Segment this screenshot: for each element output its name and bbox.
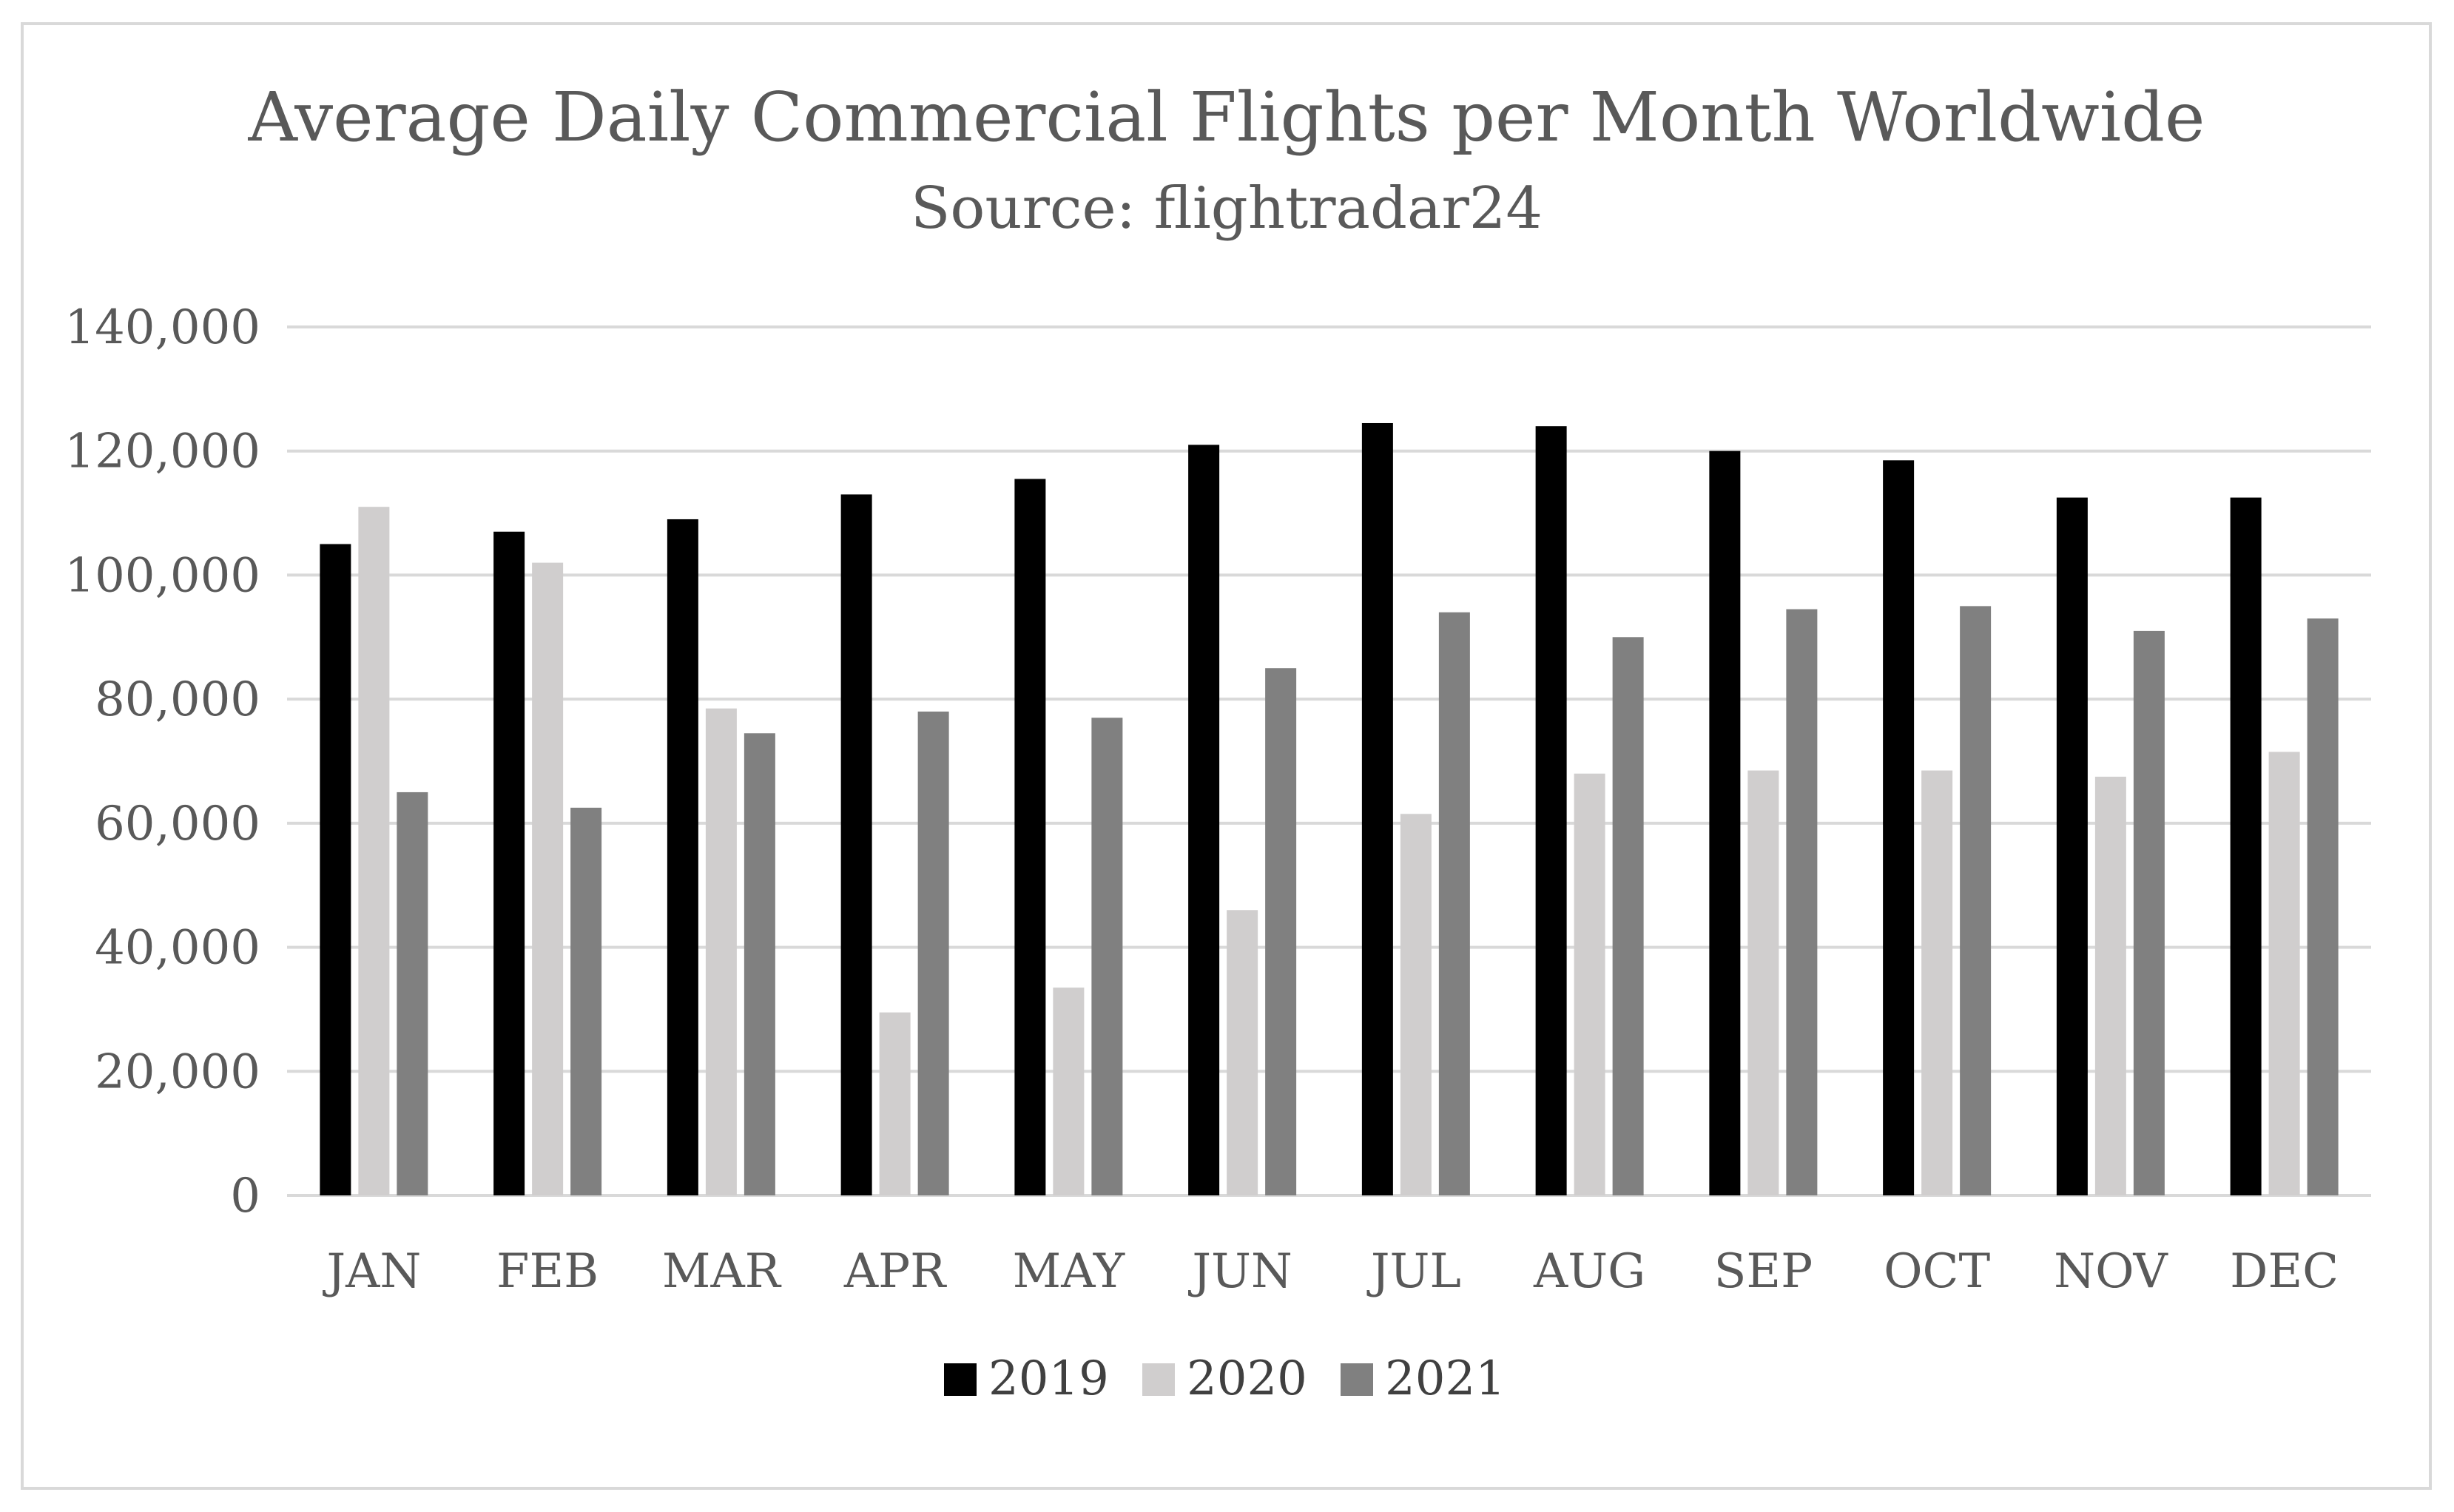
legend-swatch-2019: [944, 1363, 977, 1396]
legend: 2019 2020 2021: [944, 1351, 1506, 1406]
y-tick-label: 100,000: [64, 548, 260, 603]
bar-2020-oct: [1921, 770, 1953, 1195]
bar-2021-aug: [1612, 637, 1644, 1195]
y-tick-label: 20,000: [95, 1044, 260, 1099]
bar-2021-jan: [397, 792, 428, 1195]
bar-2019-jan: [320, 544, 351, 1195]
y-tick-label: 40,000: [95, 921, 260, 976]
bar-2020-aug: [1574, 773, 1605, 1195]
x-tick-label: JAN: [322, 1244, 421, 1299]
bar-2019-mar: [667, 519, 698, 1195]
bar-2021-feb: [570, 807, 602, 1195]
y-tick-label: 0: [230, 1169, 260, 1224]
x-tick-label: DEC: [2230, 1244, 2339, 1299]
bar-2019-aug: [1535, 426, 1567, 1196]
bar-2020-feb: [532, 562, 564, 1195]
bars: [320, 422, 2339, 1196]
bar-2019-oct: [1883, 460, 1915, 1195]
bar-2019-may: [1014, 479, 1046, 1195]
x-axis-ticks: JAN FEB MAR APR MAY JUN JUL AUG SEP OCT NOV DEC: [322, 1244, 2339, 1299]
bar-2019-jul: [1361, 422, 1393, 1196]
x-tick-label: FEB: [496, 1244, 599, 1299]
bar-2019-nov: [2056, 497, 2088, 1195]
bar-2020-jun: [1227, 910, 1258, 1195]
x-tick-label: SEP: [1714, 1244, 1813, 1299]
bar-2020-nov: [2094, 776, 2126, 1195]
x-tick-label: NOV: [2054, 1244, 2168, 1299]
bar-2021-oct: [1960, 606, 1992, 1195]
bar-2021-may: [1091, 718, 1123, 1195]
x-tick-label: JUN: [1187, 1244, 1292, 1299]
chart-frame: [21, 22, 2432, 1490]
bar-2020-jan: [358, 507, 390, 1195]
bar-2021-dec: [2307, 618, 2339, 1195]
bar-2021-apr: [917, 711, 949, 1195]
x-tick-label: APR: [843, 1244, 947, 1299]
bar-2019-feb: [493, 531, 525, 1195]
y-tick-label: 120,000: [64, 425, 260, 479]
bar-2019-dec: [2230, 497, 2262, 1195]
x-tick-label: MAR: [662, 1244, 782, 1299]
bar-2020-dec: [2268, 752, 2300, 1195]
bar-2021-sep: [1786, 609, 1818, 1195]
x-tick-label: JUL: [1366, 1244, 1461, 1299]
x-tick-label: OCT: [1884, 1244, 1990, 1299]
legend-label-2021: 2021: [1385, 1351, 1506, 1406]
legend-swatch-2020: [1142, 1363, 1175, 1396]
bar-2021-jun: [1265, 668, 1297, 1195]
chart-title: Average Daily Commercial Flights per Mon…: [248, 78, 2205, 157]
y-tick-label: 80,000: [95, 672, 260, 727]
legend-swatch-2021: [1341, 1363, 1373, 1396]
legend-label-2019: 2019: [988, 1351, 1109, 1406]
bar-2020-sep: [1747, 770, 1779, 1195]
bar-2020-jul: [1400, 814, 1432, 1195]
bar-2020-mar: [705, 708, 737, 1195]
chart-subtitle: Source: flightradar24: [911, 175, 1543, 242]
legend-label-2020: 2020: [1187, 1351, 1307, 1406]
bar-2021-mar: [744, 733, 775, 1195]
y-axis-ticks: 0 20,000 40,000 60,000 80,000 100,000 120,000 1…: [64, 300, 260, 1224]
x-tick-label: MAY: [1013, 1244, 1125, 1299]
gridlines: [287, 325, 2371, 1197]
bar-2020-apr: [879, 1012, 911, 1195]
bar-2020-may: [1053, 988, 1085, 1195]
y-tick-label: 140,000: [64, 300, 260, 355]
bar-2021-jul: [1438, 612, 1470, 1195]
x-tick-label: AUG: [1533, 1244, 1645, 1299]
y-tick-label: 60,000: [95, 797, 260, 851]
bar-2019-jun: [1188, 445, 1220, 1195]
bar-2019-sep: [1709, 450, 1741, 1195]
bar-2021-nov: [2133, 630, 2165, 1195]
bar-2019-apr: [840, 494, 872, 1195]
